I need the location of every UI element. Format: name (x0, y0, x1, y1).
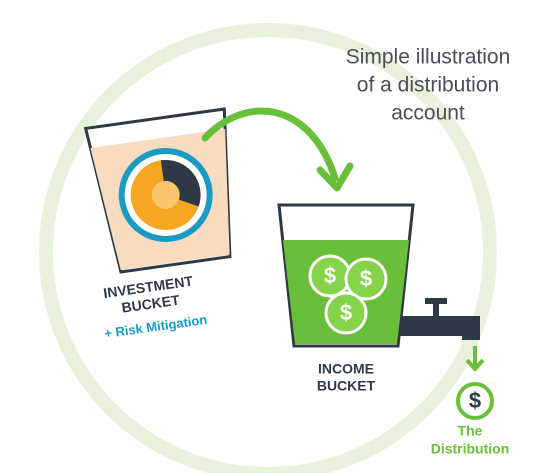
coin-symbol: $ (324, 263, 336, 288)
tap-handle (425, 298, 447, 304)
distribution-label: Distribution (431, 441, 510, 457)
tap-spout (462, 316, 480, 340)
tap-stem (433, 302, 439, 316)
distribution-symbol: $ (469, 388, 481, 413)
risk-note: + Risk Mitigation (103, 312, 208, 341)
coin-symbol: $ (340, 300, 352, 325)
investment-bucket (86, 109, 245, 274)
title-line: of a distribution (357, 74, 499, 97)
income-label: INCOME (318, 361, 374, 377)
tap-pipe (398, 316, 462, 336)
income-bucket: $ $ $ (279, 205, 413, 346)
coin-symbol: $ (360, 266, 372, 291)
title-line: Simple illustration (346, 46, 511, 69)
illustration: Simple illustration of a distribution ac… (0, 0, 533, 473)
income-label: BUCKET (317, 378, 376, 394)
title-line: account (391, 102, 465, 125)
distribution-label: The (458, 423, 483, 439)
